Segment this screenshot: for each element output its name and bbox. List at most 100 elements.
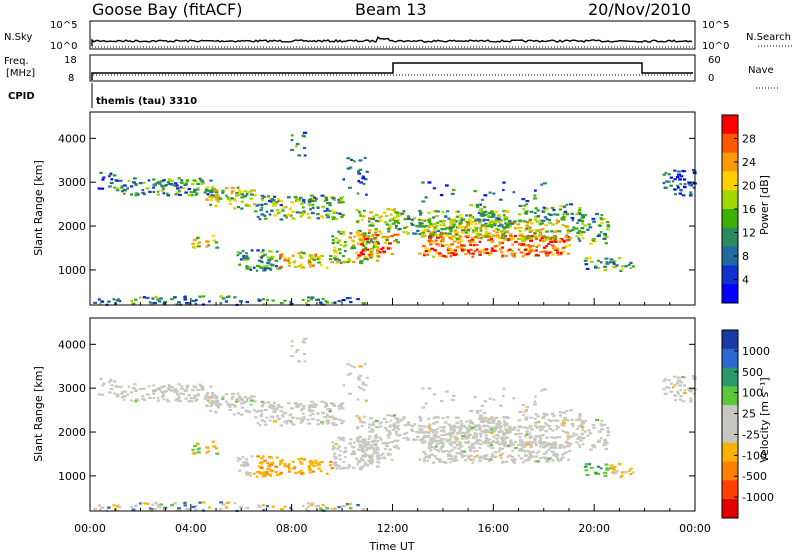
velocity-cell-493 xyxy=(352,450,356,453)
power-cell-1214 xyxy=(523,236,527,239)
power-cell-1132 xyxy=(498,248,503,251)
velocity-cell-329 xyxy=(330,415,334,418)
power-cell-1353 xyxy=(503,226,507,229)
velocity-cell-761 xyxy=(449,436,453,439)
velocity-cell-465 xyxy=(299,469,303,472)
velocity-cell-1158 xyxy=(442,428,445,431)
velocity-cell-385 xyxy=(258,461,262,464)
power-cell-229 xyxy=(268,213,272,216)
velocity-cell-453 xyxy=(311,461,315,464)
power-cell-702 xyxy=(357,170,360,173)
velocity-cell-1028 xyxy=(467,455,470,458)
velocity-cell-134 xyxy=(236,392,240,395)
velocity-cell-623 xyxy=(388,430,392,433)
power-cell-807 xyxy=(440,228,445,231)
power-cell-469 xyxy=(286,259,290,262)
velocity-cell-1225 xyxy=(471,437,476,440)
velocity-cell-571 xyxy=(342,436,345,440)
velocity-cell-667 xyxy=(390,441,394,444)
power-cell-1572 xyxy=(307,299,310,302)
power-cell-693 xyxy=(365,193,368,196)
power-cell-1111 xyxy=(510,250,515,253)
power-cell-1601 xyxy=(221,297,226,300)
power-cell-733 xyxy=(484,231,488,234)
velocity-cell-594 xyxy=(357,460,362,463)
velocity-cell-1583 xyxy=(310,504,313,507)
velocity-cell-830 xyxy=(504,428,507,431)
velocity-cell-91 xyxy=(167,385,172,388)
velocity-cell-552 xyxy=(342,439,346,442)
velocity-cell-1056 xyxy=(535,452,539,455)
power-cell-600 xyxy=(368,248,373,251)
power-cell-245 xyxy=(333,198,336,201)
velocity-cell-253 xyxy=(325,404,329,407)
velocity-cell-775 xyxy=(460,422,464,425)
power-cell-1451 xyxy=(605,235,609,239)
power-cell-1614 xyxy=(233,296,237,299)
velocity-cell-733 xyxy=(484,437,488,440)
velocity-cell-1462 xyxy=(602,443,607,446)
velocity-cell-209 xyxy=(295,417,300,420)
velocity-cell-1212 xyxy=(495,437,499,440)
velocity-cell-1405 xyxy=(562,422,566,425)
velocity-cell-376 xyxy=(245,473,250,476)
velocity-cell-1554 xyxy=(683,392,687,395)
velocity-cell-1138 xyxy=(473,455,477,459)
velocity-cell-1600 xyxy=(97,504,101,507)
power-cell-1557 xyxy=(682,170,687,173)
velocity-cell-179 xyxy=(236,400,240,403)
power-cell-938 xyxy=(545,244,548,248)
velocity-cell-674 xyxy=(356,426,360,429)
power-cell-1694 xyxy=(534,189,537,192)
power-cell-686 xyxy=(358,234,363,238)
power-cell-646 xyxy=(357,229,362,232)
power-cell-1432 xyxy=(479,210,483,213)
power-cell-726 xyxy=(418,209,422,212)
velocity-cell-832 xyxy=(503,425,507,428)
velocity-cell-1210 xyxy=(460,437,465,440)
velocity-cell-322 xyxy=(270,415,274,418)
power-cell-656 xyxy=(356,231,360,234)
velocity-cell-983 xyxy=(522,461,525,464)
power-cell-202 xyxy=(341,213,345,217)
power-cell-1587 xyxy=(134,298,138,301)
power-colorbar-swatch-2 xyxy=(722,152,738,172)
power-cell-781 xyxy=(449,222,454,225)
velocity-cell-365 xyxy=(239,464,243,467)
velocity-cell-1439 xyxy=(469,421,473,424)
velocity-cell-1414 xyxy=(543,415,547,418)
velocity-cell-1662 xyxy=(297,360,302,363)
velocity-cell-1424 xyxy=(486,424,490,428)
velocity-cell-100 xyxy=(178,399,182,402)
power-cell-1049 xyxy=(523,244,528,247)
power-cell-1404 xyxy=(524,212,528,215)
velocity-cell-1393 xyxy=(533,417,537,420)
power-cell-164 xyxy=(231,189,235,193)
power-cell-660 xyxy=(396,213,399,216)
velocity-cell-304 xyxy=(301,417,306,420)
power-cell-497 xyxy=(363,248,368,251)
velocity-cell-700 xyxy=(363,362,367,366)
power-cell-1254 xyxy=(499,220,503,223)
velocity-colorbar-label-2: 100 xyxy=(742,387,763,400)
velocity-cell-631 xyxy=(374,425,378,428)
power-cell-501 xyxy=(370,240,373,243)
power-cell-151 xyxy=(221,191,225,194)
velocity-cell-1458 xyxy=(596,440,601,443)
velocity-cell-1582 xyxy=(145,502,150,505)
power-cell-767 xyxy=(412,232,416,235)
power-ytick-label-0: 4000 xyxy=(58,132,86,145)
power-cell-1623 xyxy=(307,296,311,299)
power-cell-1588 xyxy=(93,301,98,304)
velocity-cell-1466 xyxy=(591,423,596,426)
power-cell-950 xyxy=(464,253,468,256)
velocity-cell-655 xyxy=(390,414,393,417)
power-cell-643 xyxy=(360,218,364,222)
velocity-cell-1091 xyxy=(547,448,551,451)
power-cell-1310 xyxy=(486,225,490,228)
power-ytick-label-2: 2000 xyxy=(58,220,86,233)
velocity-cell-1161 xyxy=(429,439,433,442)
power-cell-1676 xyxy=(521,198,526,201)
power-cell-980 xyxy=(528,245,533,248)
power-cell-1670 xyxy=(290,148,294,152)
